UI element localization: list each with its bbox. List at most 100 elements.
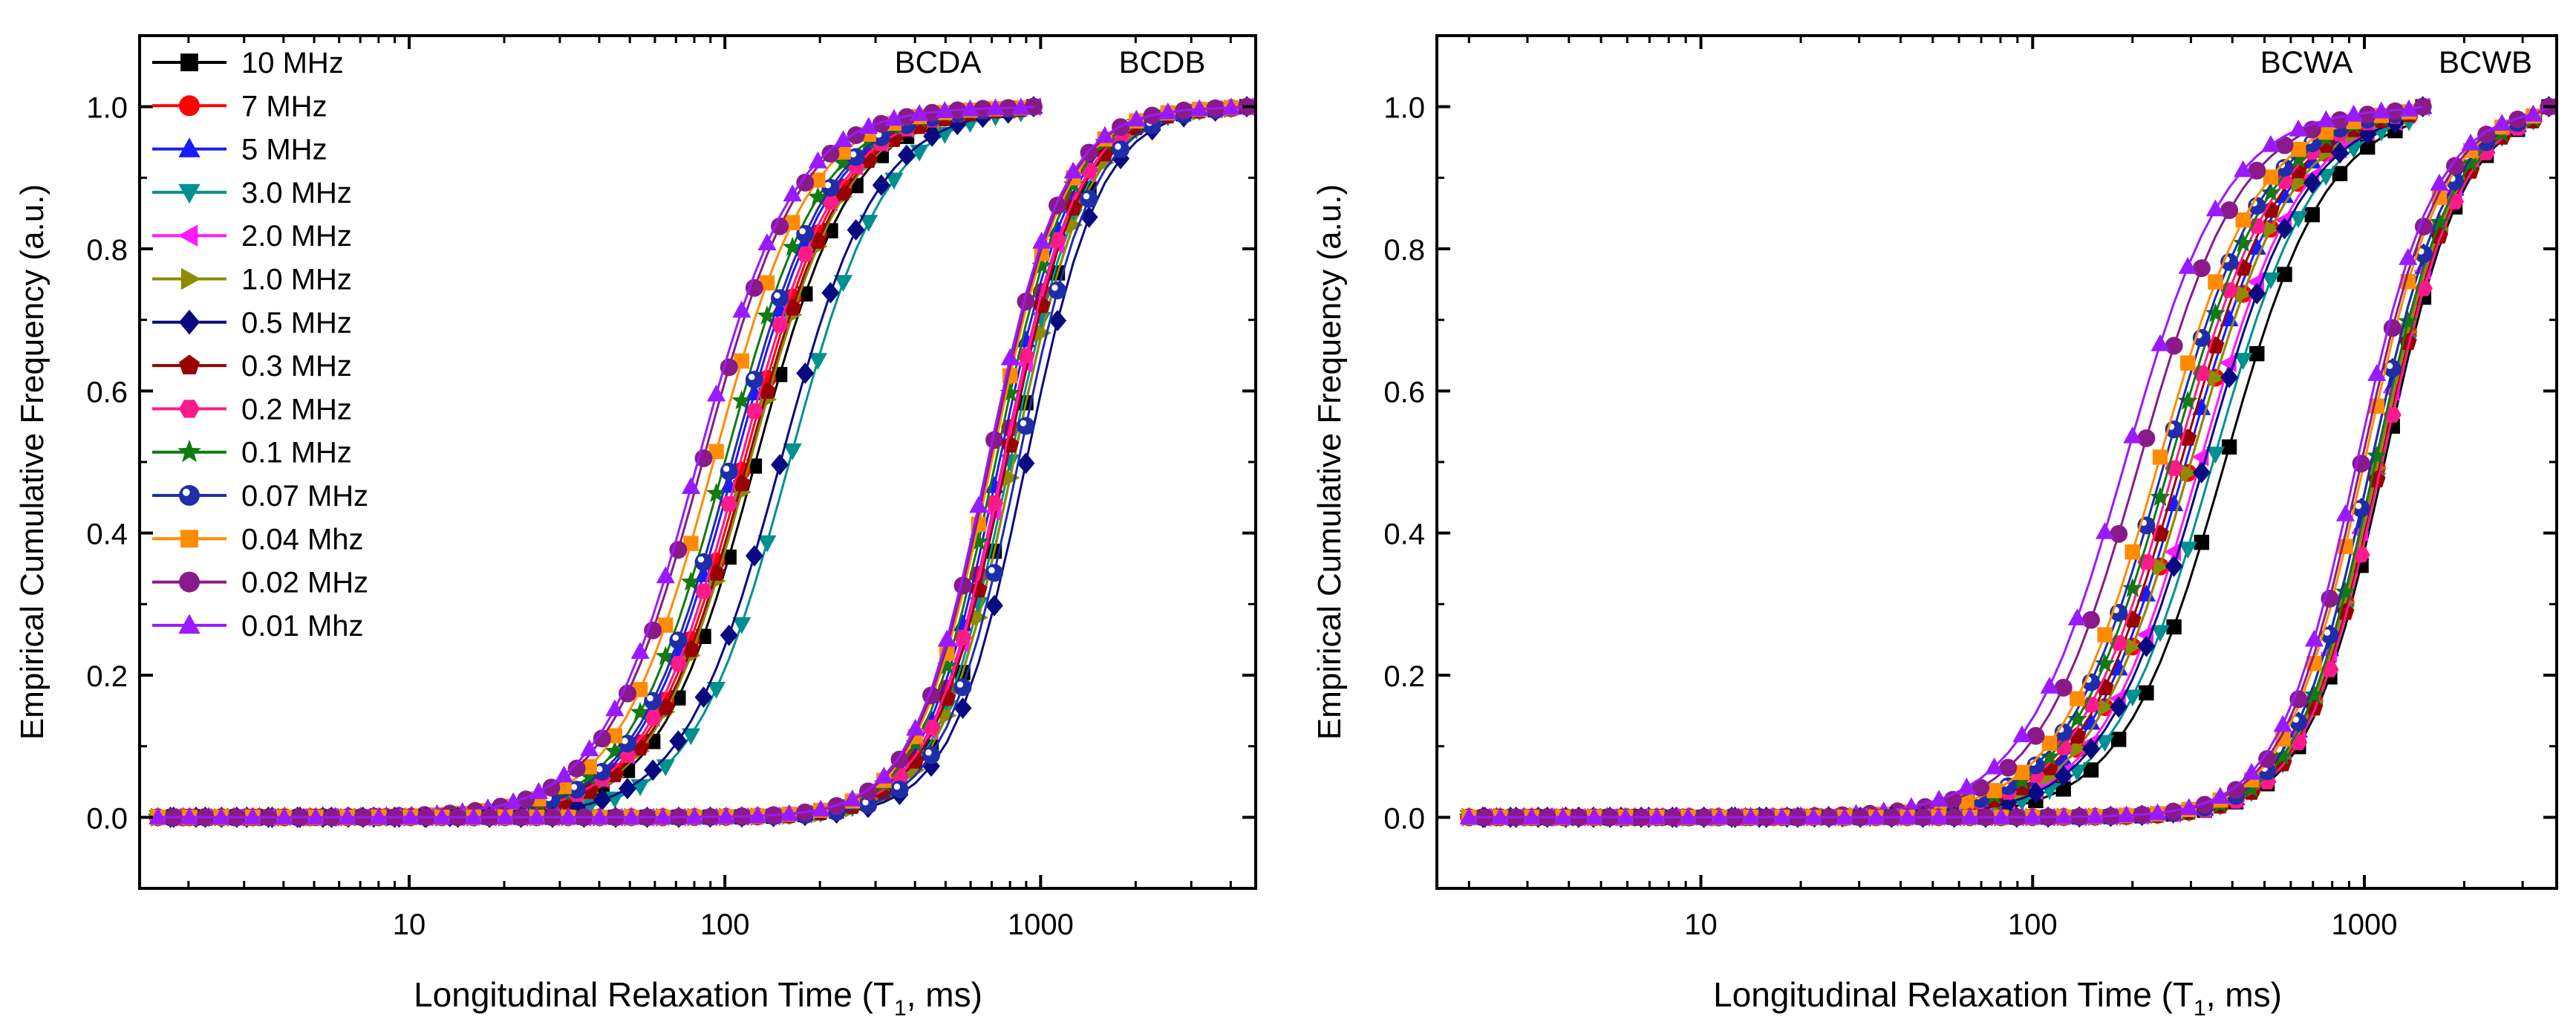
data-point xyxy=(2241,778,2262,798)
data-point-shape xyxy=(2026,726,2045,745)
data-point xyxy=(1709,807,1729,824)
data-point-shape xyxy=(2054,678,2073,697)
data-point xyxy=(2054,678,2073,697)
data-point xyxy=(859,215,878,232)
data-point xyxy=(874,767,893,784)
data-point-shape xyxy=(720,462,738,481)
left-x-axis-label-main: Longitudinal Relaxation Time (T xyxy=(414,975,894,1014)
data-point-shape xyxy=(618,684,636,703)
data-point xyxy=(1049,282,1067,300)
data-point xyxy=(2352,547,2370,563)
data-point-shape xyxy=(811,799,830,817)
data-point-shape xyxy=(669,656,688,671)
data-point-shape xyxy=(694,686,713,708)
series-line xyxy=(1469,105,2550,819)
left-y-axis-label: Empirical Cumulative Frequency (a.u.) xyxy=(14,184,50,740)
data-point xyxy=(771,316,789,333)
data-point-shape xyxy=(872,174,890,196)
data-point-shape xyxy=(732,300,751,318)
data-point-shape xyxy=(2152,449,2168,465)
data-point-shape xyxy=(580,739,599,757)
data-point-shape xyxy=(1000,383,1020,403)
data-point-shape xyxy=(2241,778,2262,798)
data-point xyxy=(1063,161,1083,179)
data-point xyxy=(922,746,941,764)
right-plot-frame xyxy=(1435,34,2558,890)
legend-label: 0.02 MHz xyxy=(241,567,368,599)
data-point-shape xyxy=(2012,725,2032,743)
data-point xyxy=(542,778,561,797)
data-point-shape xyxy=(2288,149,2309,169)
data-point-shape xyxy=(2026,781,2045,804)
legend: 10 MHz 7 MHz 5 MHz 3.0 MHz 2.0 MHz 1.0 MHz 0.5… xyxy=(152,47,368,642)
data-point-shape xyxy=(2261,134,2280,152)
data-point xyxy=(2248,161,2266,180)
data-point-shape xyxy=(212,807,231,824)
data-point-shape xyxy=(2275,173,2294,189)
legend-label: 0.07 MHz xyxy=(241,480,368,513)
series-line xyxy=(1469,105,2550,819)
legend-marker-shape xyxy=(179,571,200,593)
data-point-shape xyxy=(2261,272,2280,290)
annotation-bcda: BCDA xyxy=(895,45,982,79)
data-point xyxy=(2386,102,2404,120)
data-point-shape xyxy=(2095,735,2115,752)
data-point-dot xyxy=(2324,629,2331,636)
data-point-shape xyxy=(720,496,738,512)
annotation-bcdb: BCDB xyxy=(1119,45,1206,79)
data-point xyxy=(1490,807,1510,824)
series-line xyxy=(1469,105,2424,819)
data-point xyxy=(580,739,599,757)
data-point xyxy=(732,617,751,634)
data-point-shape xyxy=(2081,712,2101,730)
data-point xyxy=(2151,334,2170,351)
data-point xyxy=(2012,770,2032,790)
data-point xyxy=(2318,124,2334,140)
data-point-shape xyxy=(2070,691,2085,706)
data-point xyxy=(847,148,865,166)
data-point xyxy=(2110,732,2127,747)
legend-entry: 0.04 Mhz xyxy=(152,523,364,556)
data-point-shape xyxy=(2150,487,2171,507)
legend-entry: 0.02 MHz xyxy=(152,567,368,599)
data-point-shape xyxy=(656,566,675,584)
legend-label: 0.5 MHz xyxy=(241,307,352,339)
data-point-shape xyxy=(2263,169,2279,185)
data-point xyxy=(2248,282,2266,305)
data-point-shape xyxy=(2085,807,2104,824)
data-point-shape xyxy=(859,117,878,134)
data-point xyxy=(2331,142,2349,164)
data-point xyxy=(495,807,515,824)
data-point xyxy=(2316,110,2335,128)
data-point-shape xyxy=(149,807,168,824)
y-tick-label: 0.6 xyxy=(86,376,128,409)
legend-marker xyxy=(180,530,198,548)
data-point-shape xyxy=(658,617,674,633)
data-point xyxy=(593,789,611,811)
data-point-shape xyxy=(2054,807,2073,824)
data-point xyxy=(898,144,916,166)
data-point xyxy=(2039,746,2060,766)
data-point-shape xyxy=(2233,232,2254,253)
data-point xyxy=(1999,792,2018,814)
data-point-shape xyxy=(1017,417,1035,435)
data-point xyxy=(2234,258,2252,276)
legend-marker-shape xyxy=(180,530,198,548)
data-point-shape xyxy=(622,807,641,824)
data-point xyxy=(2261,134,2280,152)
data-point xyxy=(833,275,853,292)
data-point-shape xyxy=(2123,426,2142,443)
data-point-shape xyxy=(2523,104,2543,122)
data-point xyxy=(1960,807,1980,824)
data-point-shape xyxy=(783,184,802,202)
data-point-shape xyxy=(590,807,610,824)
data-point xyxy=(1066,215,1083,235)
legend-marker xyxy=(180,53,198,71)
data-point-shape xyxy=(2178,541,2197,559)
series-7-mhz-bcwb xyxy=(1460,105,2550,827)
series-5-mhz-bcwb xyxy=(1469,97,2559,824)
data-point-shape xyxy=(2258,749,2277,768)
data-point-dot xyxy=(1083,192,1090,200)
data-point xyxy=(1000,383,1020,403)
data-point xyxy=(859,117,878,134)
